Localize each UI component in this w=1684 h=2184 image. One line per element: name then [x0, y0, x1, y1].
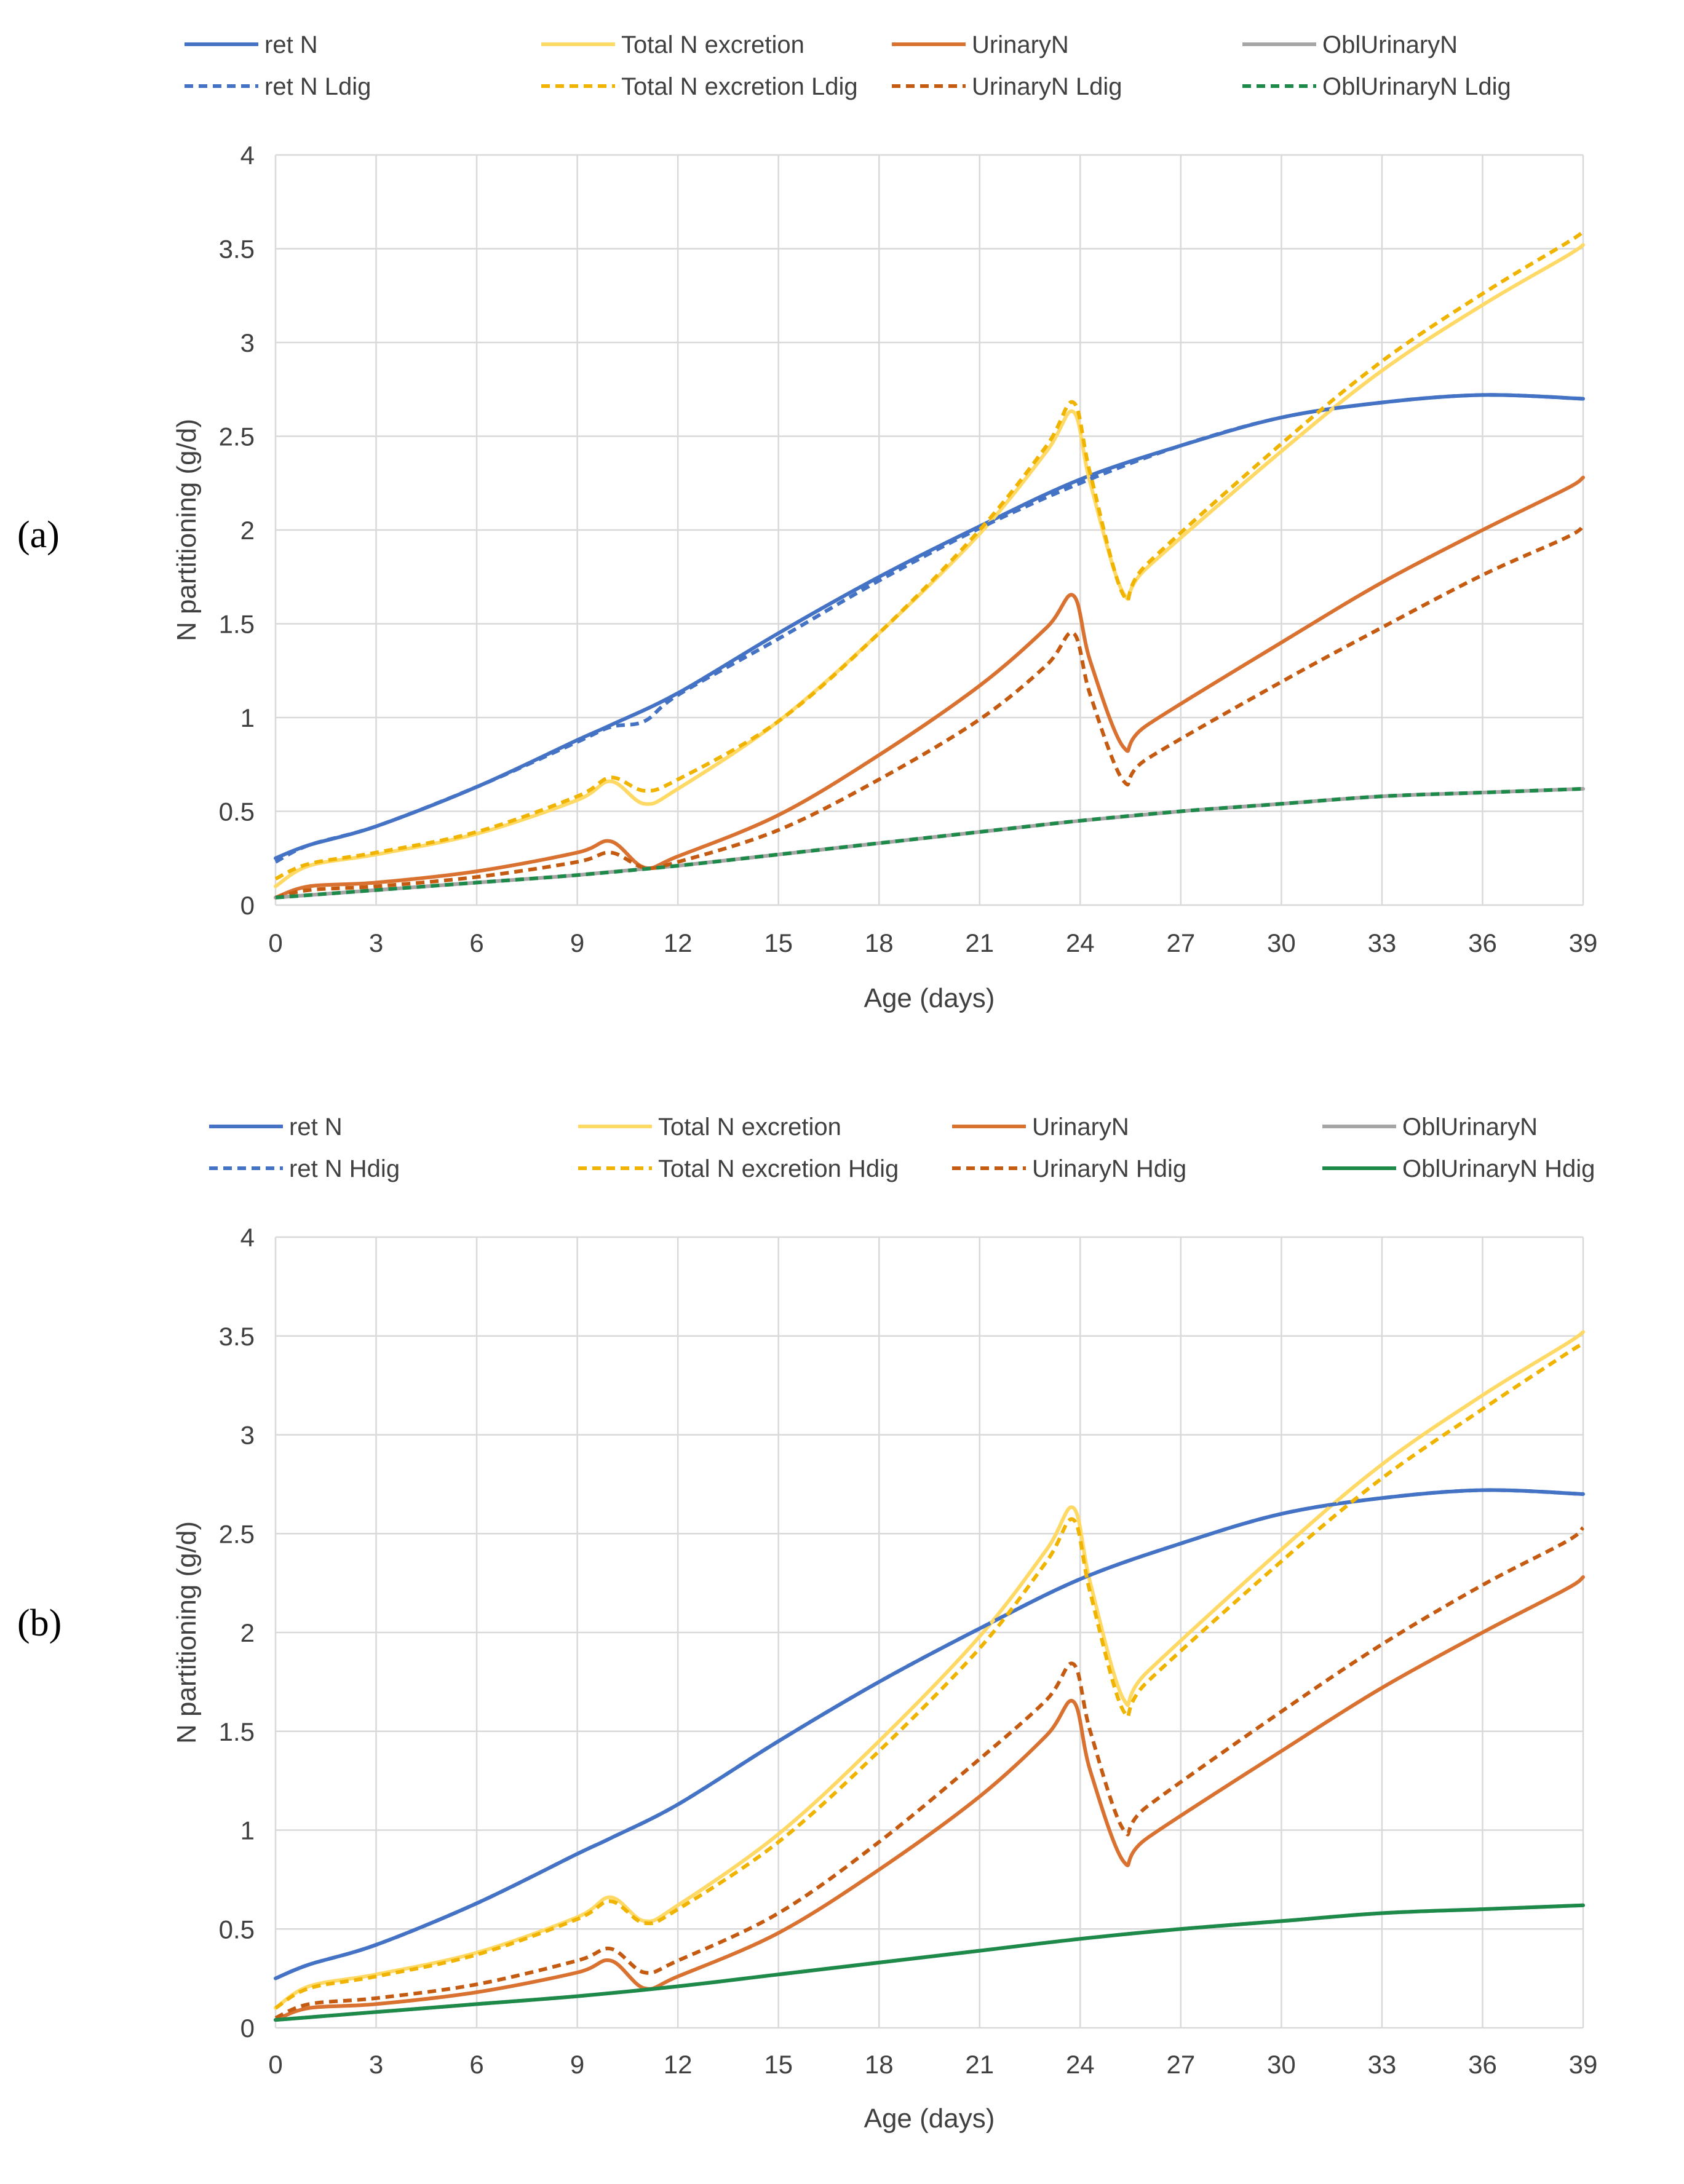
series-line [274, 393, 1584, 864]
series-line [274, 1488, 1585, 1980]
legend-entry: ret N [264, 31, 318, 58]
x-tick-label: 21 [965, 928, 994, 957]
x-tick-label: 6 [469, 928, 483, 957]
legend-entry: Total N excretion Hdig [658, 1155, 899, 1182]
y-tick-label: 2.5 [219, 1519, 255, 1548]
x-tick-label: 33 [1368, 2050, 1397, 2079]
legend-entry: ret N Ldig [264, 73, 371, 100]
legend-entry: UrinaryN Ldig [972, 73, 1122, 100]
y-tick-label: 2 [240, 1618, 255, 1647]
y-tick-label: 4 [240, 1223, 255, 1252]
x-tick-label: 21 [965, 2050, 994, 2079]
legend-entry: OblUrinaryN Ldig [1322, 73, 1511, 100]
x-tick-label: 9 [570, 2050, 584, 2079]
y-axis-title: N partitioning (g/d) [172, 419, 202, 641]
x-tick-label: 24 [1066, 928, 1095, 957]
legend-entry: UrinaryN Hdig [1032, 1155, 1186, 1182]
y-tick-label: 0 [240, 2014, 255, 2043]
series-line [274, 230, 1584, 881]
series-line [274, 1488, 1584, 1980]
x-tick-label: 3 [369, 928, 383, 957]
x-tick-label: 3 [369, 2050, 383, 2079]
x-tick-label: 12 [664, 2050, 693, 2079]
x-tick-label: 36 [1468, 2050, 1497, 2079]
series-line [274, 786, 1585, 900]
series-line [274, 475, 1585, 900]
series-line [274, 1526, 1585, 2020]
y-tick-label: 1.5 [219, 1717, 255, 1746]
x-axis-title: Age (days) [864, 983, 995, 1013]
x-tick-label: 18 [865, 2050, 894, 2079]
x-tick-label: 15 [764, 2050, 793, 2079]
series-line [275, 786, 1584, 900]
legend-entry: UrinaryN [972, 31, 1069, 58]
y-tick-label: 0.5 [219, 1915, 255, 1944]
series-line [275, 524, 1584, 900]
x-tick-label: 39 [1569, 928, 1598, 957]
x-tick-label: 0 [268, 928, 282, 957]
series-line [274, 1903, 1585, 2022]
x-tick-label: 27 [1166, 2050, 1195, 2079]
legend-entry: Total N excretion Ldig [621, 73, 858, 100]
x-tick-label: 12 [664, 928, 693, 957]
series-line [274, 1575, 1585, 2022]
y-tick-label: 0 [240, 891, 255, 920]
y-tick-label: 4 [240, 141, 255, 170]
series-line [274, 1342, 1584, 2010]
panel-label: (b) [17, 1602, 62, 1644]
x-tick-label: 6 [469, 2050, 483, 2079]
x-axis-title: Age (days) [864, 2103, 995, 2134]
y-tick-label: 2.5 [219, 422, 255, 451]
x-tick-label: 36 [1468, 928, 1497, 957]
y-tick-label: 2 [240, 516, 255, 545]
x-tick-label: 30 [1267, 2050, 1296, 2079]
legend-entry: OblUrinaryN [1322, 31, 1458, 58]
series-line [274, 243, 1585, 888]
y-tick-label: 0.5 [219, 797, 255, 826]
x-tick-label: 24 [1066, 2050, 1095, 2079]
x-tick-label: 0 [268, 2050, 282, 2079]
legend-entry: ret N [289, 1114, 343, 1141]
y-tick-label: 3 [240, 1421, 255, 1450]
x-tick-label: 18 [865, 928, 894, 957]
x-tick-label: 39 [1569, 2050, 1598, 2079]
y-tick-label: 1.5 [219, 610, 255, 639]
x-tick-label: 15 [764, 928, 793, 957]
x-tick-label: 27 [1166, 928, 1195, 957]
legend-entry: OblUrinaryN Hdig [1402, 1155, 1595, 1182]
y-tick-label: 3 [240, 328, 255, 357]
legend-entry: OblUrinaryN [1402, 1114, 1538, 1141]
y-tick-label: 3.5 [219, 235, 255, 264]
legend-entry: UrinaryN [1032, 1114, 1129, 1141]
y-axis-title: N partitioning (g/d) [172, 1521, 202, 1744]
x-tick-label: 30 [1267, 928, 1296, 957]
legend-entry: Total N excretion [621, 31, 804, 58]
chart-panel-a: (a)00.511.522.533.540 3 6 9 12 15 18 21 24 27 30 33… [17, 31, 1597, 1013]
y-tick-label: 1 [240, 703, 255, 732]
panel-label: (a) [17, 514, 60, 556]
x-tick-label: 33 [1368, 928, 1397, 957]
legend-entry: ret N Hdig [289, 1155, 400, 1182]
y-tick-label: 3.5 [219, 1322, 255, 1351]
y-tick-label: 1 [240, 1816, 255, 1845]
legend-entry: Total N excretion [658, 1114, 841, 1141]
x-tick-label: 9 [570, 928, 584, 957]
chart-panel-b: (b)00.511.522.533.540 3 6 9 12 15 18 21 24 27 30 33… [17, 1114, 1597, 2134]
